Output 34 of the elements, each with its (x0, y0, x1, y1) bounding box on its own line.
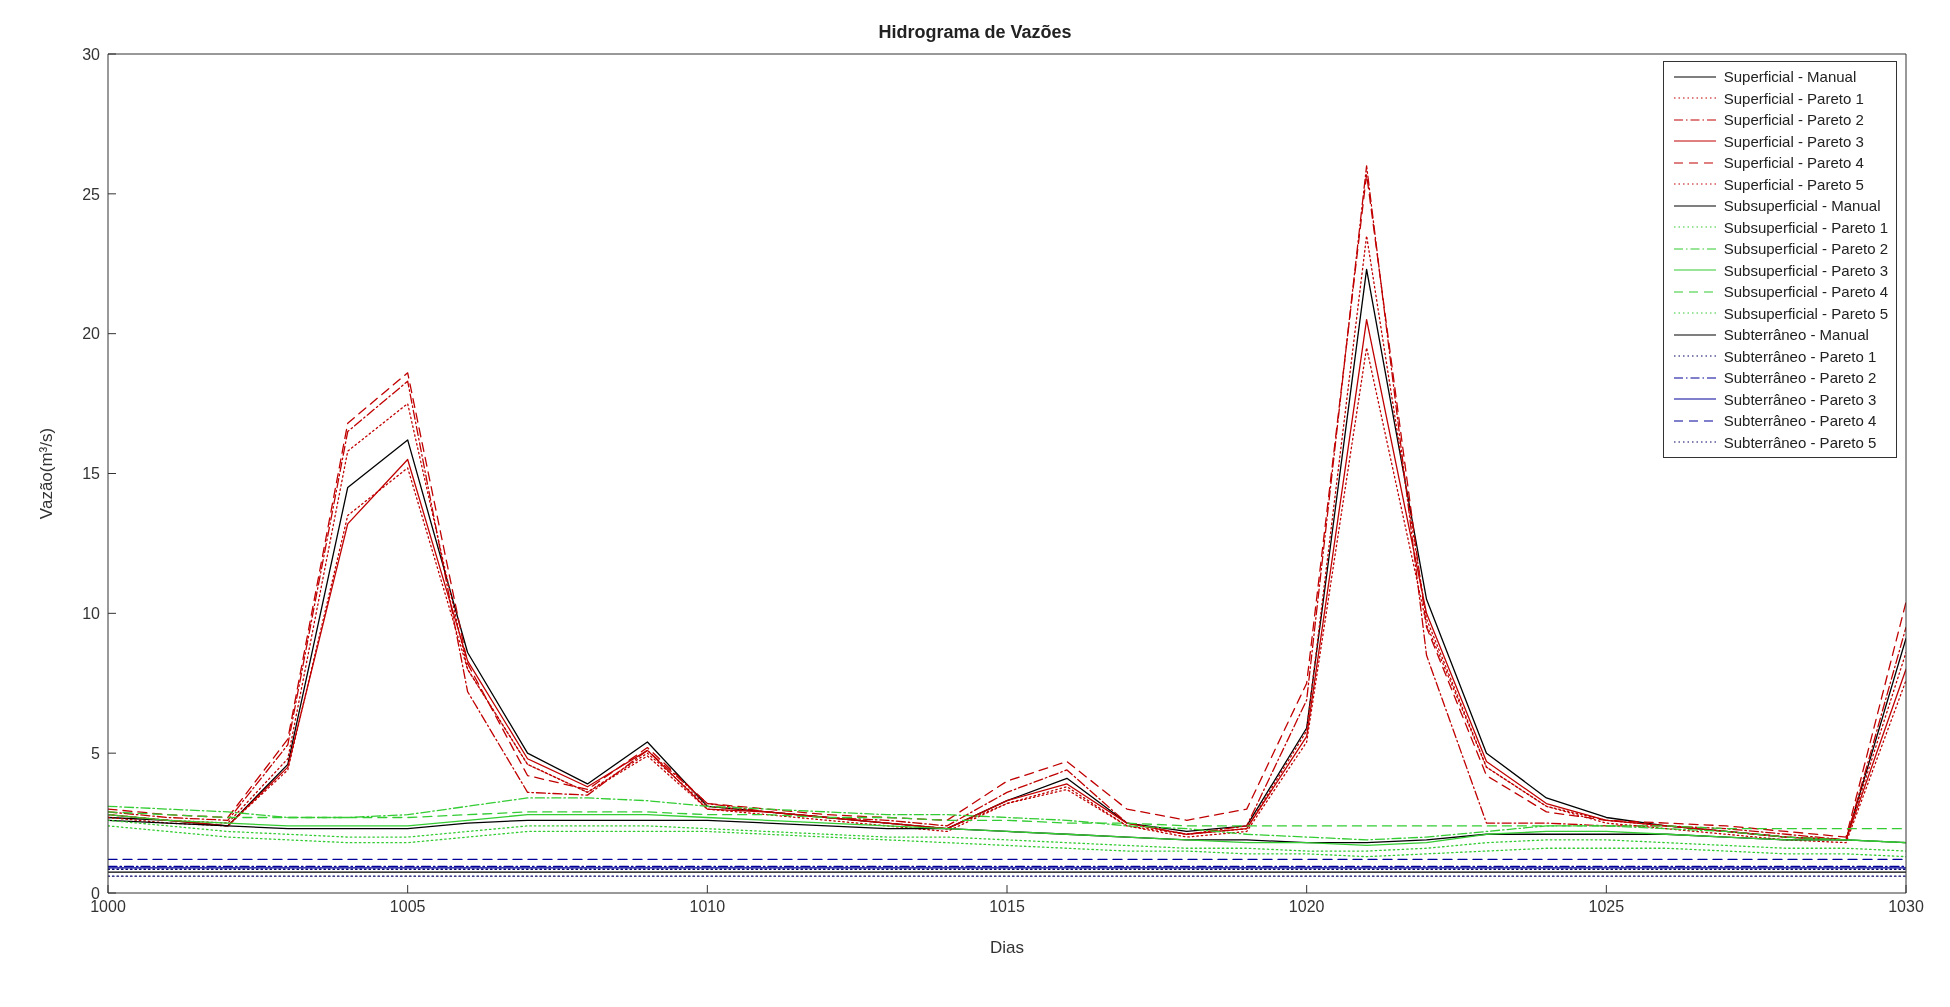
legend-label: Subsuperficial - Pareto 5 (1723, 304, 1888, 322)
y-tick-label: 15 (82, 465, 101, 483)
legend-label: Superficial - Pareto 2 (1723, 111, 1864, 129)
legend-label: Subterrâneo - Pareto 4 (1723, 412, 1877, 430)
y-axis-title: Vazão(m³/s) (37, 427, 57, 520)
legend-label: Subsuperficial - Manual (1723, 197, 1881, 215)
legend-label: Subsuperficial - Pareto 1 (1723, 218, 1888, 236)
legend-label: Subsuperficial - Pareto 3 (1723, 261, 1888, 279)
legend-label: Superficial - Manual (1723, 68, 1857, 86)
legend-label: Subterrâneo - Pareto 1 (1723, 347, 1877, 365)
legend-label: Superficial - Pareto 5 (1723, 175, 1864, 193)
legend-label: Subsuperficial - Pareto 4 (1723, 283, 1888, 301)
y-tick-label: 20 (82, 325, 101, 343)
x-tick-label: 1020 (1288, 898, 1325, 916)
legend-label: Subsuperficial - Pareto 2 (1723, 240, 1888, 258)
legend-label: Subterrâneo - Pareto 3 (1723, 390, 1877, 408)
legend-label: Subterrâneo - Manual (1723, 326, 1869, 344)
x-tick-label: 1030 (1888, 898, 1924, 916)
legend-label: Superficial - Pareto 4 (1723, 154, 1864, 172)
legend-label: Superficial - Pareto 3 (1723, 132, 1864, 150)
x-axis-title: Dias (989, 938, 1025, 957)
y-tick-label: 5 (91, 744, 101, 762)
y-tick-label: 25 (82, 185, 101, 203)
chart-title: Hidrograma de Vazões (877, 22, 1073, 43)
x-tick-label: 1025 (1588, 898, 1625, 916)
legend-label: Superficial - Pareto 1 (1723, 89, 1864, 107)
legend-label: Subterrâneo - Pareto 2 (1723, 369, 1877, 387)
x-tick-label: 1005 (389, 898, 426, 916)
x-tick-label: 1000 (90, 898, 126, 916)
x-tick-label: 1010 (689, 898, 726, 916)
y-tick-label: 10 (82, 605, 101, 623)
x-tick-label: 1015 (989, 898, 1025, 916)
y-tick-label: 30 (82, 45, 101, 63)
legend-label: Subterrâneo - Pareto 5 (1723, 433, 1877, 451)
